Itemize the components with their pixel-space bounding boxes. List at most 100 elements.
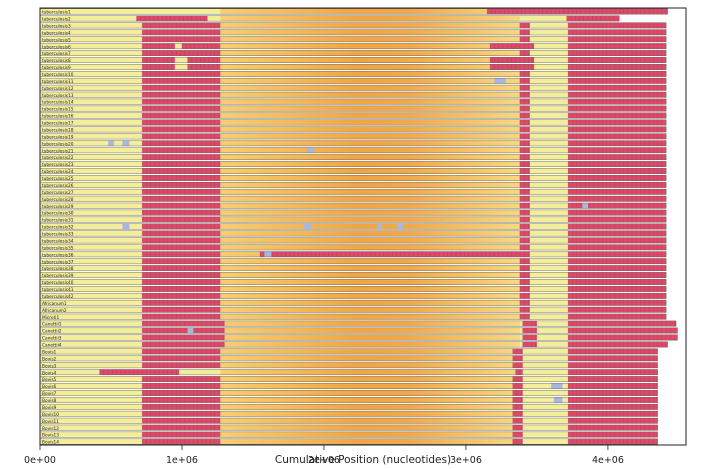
genome-row	[39, 8, 668, 15]
row-red-block	[568, 390, 658, 396]
row-core-block	[220, 161, 520, 167]
genome-row	[39, 376, 658, 383]
row-label: tuberculosis16	[42, 114, 74, 120]
genome-row	[39, 362, 658, 369]
genome-row	[39, 50, 667, 56]
row-red-block	[568, 105, 667, 112]
row-red-block	[142, 279, 221, 285]
row-core-block	[220, 50, 520, 56]
row-red-block	[522, 341, 537, 348]
row-red-block	[142, 313, 221, 320]
genome-row	[39, 195, 667, 202]
row-label: tuberculosis34	[42, 238, 74, 244]
row-red-block	[142, 98, 221, 105]
row-core-block	[220, 216, 520, 223]
row-label: Africanum1	[42, 301, 67, 307]
genome-row	[39, 272, 667, 278]
row-core-block	[220, 272, 520, 278]
row-gap	[553, 397, 563, 403]
x-axis-title: Cumulative Position (nucleotides)	[275, 454, 451, 466]
row-label: Bovis5	[42, 377, 57, 383]
row-label: tuberculosis22	[42, 155, 74, 161]
row-red-block	[99, 369, 180, 375]
row-red-block	[142, 397, 221, 403]
row-red-block	[260, 251, 530, 257]
row-red-block	[142, 196, 221, 202]
row-label: tuberculosis26	[42, 183, 74, 189]
row-red-block	[519, 78, 530, 84]
row-red-block	[568, 424, 658, 431]
row-red-block	[142, 376, 221, 382]
row-red-block	[142, 293, 221, 299]
row-red-block	[519, 105, 530, 112]
row-red-block	[566, 15, 620, 22]
genome-row	[39, 383, 658, 389]
row-core-block	[220, 327, 520, 334]
row-red-block	[512, 397, 523, 403]
row-core-block	[220, 36, 520, 42]
row-red-block	[568, 237, 667, 244]
row-core-block	[220, 196, 520, 202]
row-core-block	[220, 168, 520, 174]
row-red-block	[522, 320, 537, 327]
row-label: Bovis8	[42, 398, 57, 404]
row-gap	[494, 78, 506, 84]
row-red-block	[519, 209, 530, 216]
genome-row	[39, 168, 667, 174]
row-gap	[377, 223, 383, 230]
row-red-block	[142, 334, 225, 341]
row-label: Bovis10	[42, 412, 59, 418]
row-red-block	[512, 376, 523, 382]
row-red-block	[142, 404, 221, 410]
row-red-block	[142, 22, 221, 29]
row-red-block	[568, 50, 667, 56]
row-red-block	[568, 98, 667, 105]
row-red-block	[142, 85, 221, 91]
row-red-block	[568, 22, 667, 29]
row-red-block	[512, 411, 523, 417]
row-core-block	[220, 230, 520, 237]
row-red-block	[568, 126, 667, 133]
row-label: Bovis12	[42, 426, 59, 432]
row-red-block	[512, 424, 523, 431]
row-red-block	[142, 307, 221, 313]
genome-row	[39, 147, 667, 154]
row-label: Canettii3	[42, 336, 62, 342]
row-red-block	[519, 85, 530, 91]
x-tick-label: 0e+00	[24, 455, 56, 466]
genome-row	[39, 397, 658, 403]
row-red-block	[142, 251, 221, 257]
genome-row	[39, 36, 667, 43]
row-gap	[122, 223, 130, 230]
row-red-block	[142, 78, 221, 84]
genome-row	[39, 43, 667, 50]
genome-row	[39, 334, 678, 341]
genome-row	[39, 348, 658, 355]
row-label: tuberculosis40	[42, 280, 74, 286]
row-core-block	[220, 404, 520, 410]
row-core-block	[220, 64, 520, 70]
x-tick-label: 3e+06	[450, 455, 482, 466]
genome-row	[39, 70, 667, 77]
row-red-block	[519, 126, 530, 133]
row-label: Bovis3	[42, 363, 57, 369]
row-core-block	[220, 182, 520, 188]
row-red-block	[519, 98, 530, 105]
row-red-block	[142, 202, 221, 209]
row-core-block	[220, 418, 520, 424]
row-labels: tuberculosis1tuberculosis2tuberculosis3t…	[42, 10, 74, 446]
row-red-block	[142, 230, 221, 237]
genome-row	[39, 313, 667, 320]
genome-row	[39, 98, 667, 105]
row-red-block	[187, 57, 221, 63]
x-tick-label: 2e+06	[308, 455, 340, 466]
row-red-block	[568, 279, 667, 285]
row-red-block	[142, 390, 221, 396]
row-label: tuberculosis17	[42, 121, 74, 127]
genome-row	[39, 286, 667, 292]
row-red-block	[142, 112, 221, 119]
row-red-block	[142, 411, 221, 417]
row-label: tuberculosis30	[42, 211, 74, 217]
row-red-block	[568, 355, 658, 361]
